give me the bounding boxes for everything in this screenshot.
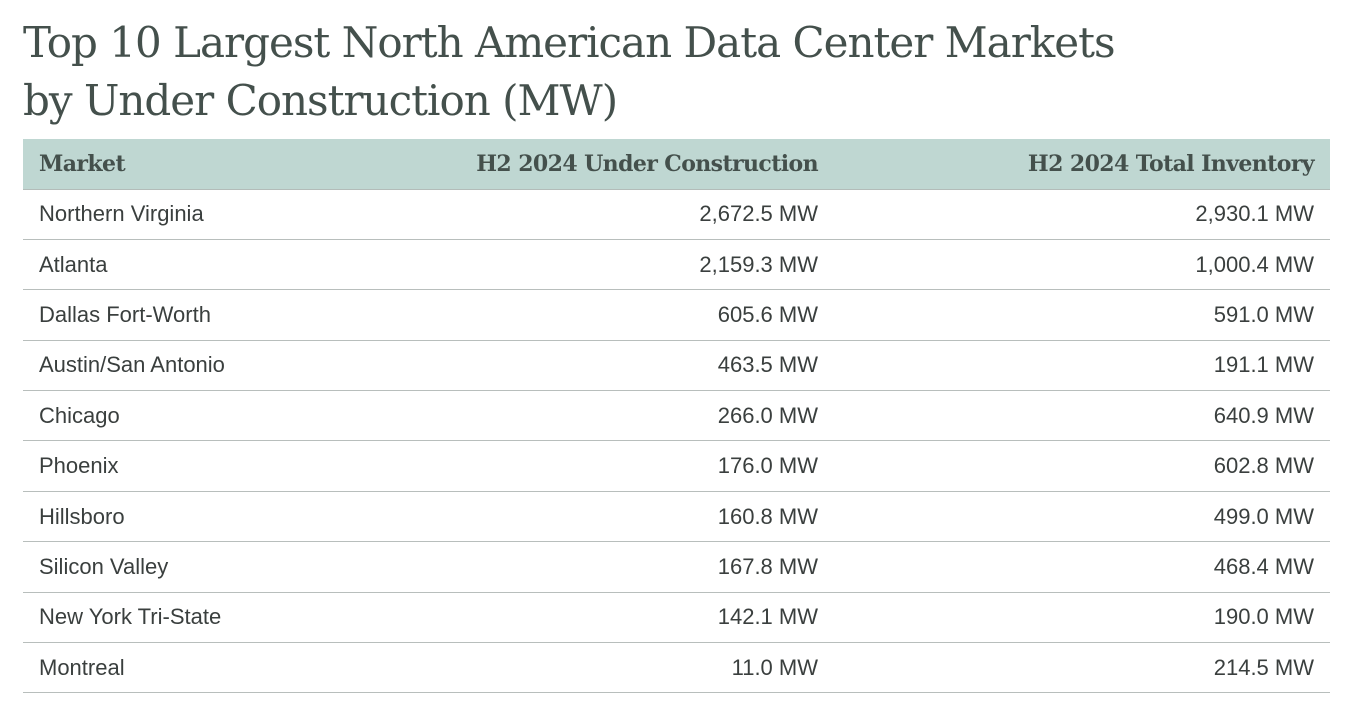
table-row: Dallas Fort-Worth 605.6 MW 591.0 MW: [23, 289, 1330, 341]
table-row: Phoenix 176.0 MW 602.8 MW: [23, 440, 1330, 492]
total-inventory-cell: 214.5 MW: [834, 642, 1330, 694]
table-row: Chicago 266.0 MW 640.9 MW: [23, 390, 1330, 442]
total-inventory-cell: 499.0 MW: [834, 491, 1330, 543]
under-construction-cell: 2,672.5 MW: [423, 189, 834, 240]
table-header-row: Market H2 2024 Under Construction H2 202…: [23, 139, 1330, 190]
table-row: New York Tri-State 142.1 MW 190.0 MW: [23, 592, 1330, 644]
total-inventory-cell: 591.0 MW: [834, 289, 1330, 341]
under-construction-cell: 176.0 MW: [423, 440, 834, 492]
under-construction-cell: 463.5 MW: [423, 340, 834, 392]
market-cell: Northern Virginia: [23, 189, 423, 240]
table-row: Northern Virginia 2,672.5 MW 2,930.1 MW: [23, 189, 1330, 240]
market-cell: Chicago: [23, 390, 423, 442]
market-cell: Montreal: [23, 642, 423, 694]
page-title: Top 10 Largest North American Data Cente…: [23, 14, 1303, 130]
total-inventory-cell: 602.8 MW: [834, 440, 1330, 492]
under-construction-cell: 266.0 MW: [423, 390, 834, 442]
table-row: Hillsboro 160.8 MW 499.0 MW: [23, 491, 1330, 543]
market-cell: Phoenix: [23, 440, 423, 492]
table-header: Market H2 2024 Under Construction H2 202…: [23, 139, 1330, 190]
column-header-under-construction: H2 2024 Under Construction: [423, 139, 834, 190]
total-inventory-cell: 2,930.1 MW: [834, 189, 1330, 240]
title-line-2: by Under Construction (MW): [23, 76, 618, 125]
column-header-total-inventory: H2 2024 Total Inventory: [834, 139, 1330, 190]
total-inventory-cell: 640.9 MW: [834, 390, 1330, 442]
total-inventory-cell: 191.1 MW: [834, 340, 1330, 392]
market-cell: New York Tri-State: [23, 592, 423, 644]
market-cell: Austin/San Antonio: [23, 340, 423, 392]
table-row: Austin/San Antonio 463.5 MW 191.1 MW: [23, 340, 1330, 392]
under-construction-cell: 605.6 MW: [423, 289, 834, 341]
market-cell: Hillsboro: [23, 491, 423, 543]
table-body: Northern Virginia 2,672.5 MW 2,930.1 MW …: [23, 189, 1330, 694]
column-header-market: Market: [23, 139, 423, 190]
market-cell: Atlanta: [23, 239, 423, 291]
under-construction-cell: 167.8 MW: [423, 541, 834, 593]
market-cell: Dallas Fort-Worth: [23, 289, 423, 341]
under-construction-cell: 160.8 MW: [423, 491, 834, 543]
under-construction-cell: 11.0 MW: [423, 642, 834, 694]
total-inventory-cell: 1,000.4 MW: [834, 239, 1330, 291]
table-row: Montreal 11.0 MW 214.5 MW: [23, 642, 1330, 694]
total-inventory-cell: 468.4 MW: [834, 541, 1330, 593]
markets-table: Market H2 2024 Under Construction H2 202…: [23, 139, 1330, 694]
table-row: Silicon Valley 167.8 MW 468.4 MW: [23, 541, 1330, 593]
under-construction-cell: 142.1 MW: [423, 592, 834, 644]
under-construction-cell: 2,159.3 MW: [423, 239, 834, 291]
total-inventory-cell: 190.0 MW: [834, 592, 1330, 644]
title-line-1: Top 10 Largest North American Data Cente…: [23, 18, 1116, 67]
market-cell: Silicon Valley: [23, 541, 423, 593]
table-row: Atlanta 2,159.3 MW 1,000.4 MW: [23, 239, 1330, 291]
